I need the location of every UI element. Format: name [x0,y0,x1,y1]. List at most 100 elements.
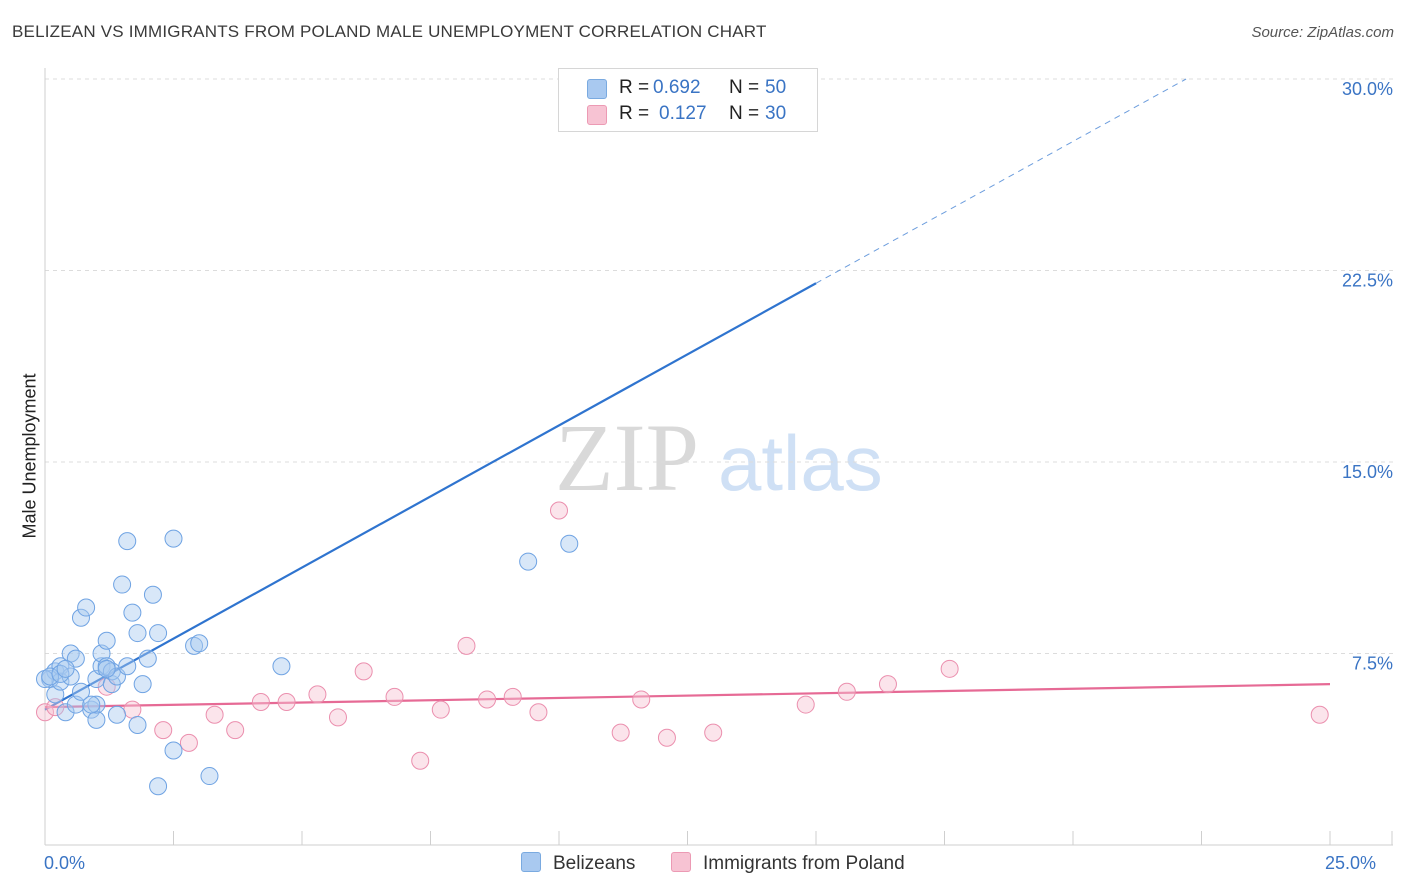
point-belizeans [190,634,209,653]
trend-lines [44,78,1331,711]
grid-lines [45,78,1393,654]
legend-n-value: 50 [765,77,787,98]
point-belizeans [87,695,106,714]
point-belizeans [164,741,183,760]
point-belizeans [97,631,116,650]
point-belizeans [123,603,142,622]
point-poland [878,675,897,694]
point-belizeans [185,636,204,655]
point-poland [179,733,198,752]
y-tick-label: 22.5% [1342,271,1393,291]
point-belizeans [51,664,70,683]
source-label: Source: ZipAtlas.com [1251,24,1394,41]
point-belizeans [71,608,90,627]
point-poland [385,687,404,706]
chart-title: BELIZEAN VS IMMIGRANTS FROM POLAND MALE … [12,22,767,41]
axes [44,68,1393,846]
point-poland [796,695,815,714]
y-tick-label: 15.0% [1342,462,1393,482]
bottom-legend-swatch-belizeans [521,852,541,872]
point-belizeans [56,659,75,678]
point-poland [611,723,630,742]
point-belizeans [272,657,291,676]
trend-line-belizeans [44,282,817,711]
point-belizeans [82,695,101,714]
watermark: ZIP atlas [555,404,883,511]
trend-line-poland [44,683,1331,709]
y-tick-labels: 7.5% 15.0% 22.5% 30.0% [1342,79,1393,674]
point-poland [123,700,142,719]
point-poland [457,636,476,655]
point-poland [478,690,497,709]
stats-legend: R = 0.692 N = 50 R = 0.127 N = 30 [558,68,818,132]
point-poland [529,703,548,722]
point-belizeans [560,534,579,553]
bottom-legend-belizeans: Belizeans [521,852,635,875]
point-poland [837,682,856,701]
point-belizeans [128,624,147,643]
point-poland [251,693,270,712]
x-tick-label-min: 0.0% [44,853,86,873]
y-tick-label: 7.5% [1352,654,1393,674]
legend-r-value: 0.692 [653,77,701,98]
point-poland [46,698,65,717]
point-poland [154,721,173,740]
point-belizeans [138,649,157,668]
point-poland [940,659,959,678]
point-belizeans [107,705,126,724]
bottom-legend-poland: Immigrants from Poland [671,852,905,875]
point-poland [328,708,347,727]
legend-n-value: 30 [765,103,787,124]
point-belizeans [118,657,137,676]
legend-n-label: N = [729,103,760,124]
point-belizeans [56,703,75,722]
x-tick-label-max: 25.0% [1325,853,1377,873]
point-poland [354,662,373,681]
y-axis-label: Male Unemployment [19,373,40,539]
legend-swatch-belizeans [587,79,607,99]
point-belizeans [118,532,137,551]
point-poland [657,728,676,747]
point-belizeans [519,552,538,571]
point-poland [1310,705,1329,724]
point-poland [503,687,522,706]
y-tick-label: 30.0% [1342,79,1393,99]
point-belizeans [82,700,101,719]
bottom-legend-label: Belizeans [553,853,636,874]
point-poland [431,700,450,719]
point-belizeans [87,710,106,729]
point-belizeans [164,529,183,548]
point-poland [704,723,723,742]
legend-r-value: 0.127 [659,103,707,124]
point-belizeans [200,767,219,786]
point-belizeans [113,575,132,594]
point-belizeans [143,585,162,604]
point-belizeans [77,598,96,617]
legend-r-label: R = [619,103,650,124]
point-belizeans [149,624,168,643]
point-poland [632,690,651,709]
point-belizeans [149,777,168,796]
point-poland [308,685,327,704]
bottom-legend-swatch-poland [671,852,691,872]
point-poland [205,705,224,724]
legend-swatch-poland [587,105,607,125]
point-belizeans [133,675,152,694]
bottom-legend-label: Immigrants from Poland [703,853,905,874]
watermark-zip: ZIP [555,404,699,511]
point-poland [36,703,54,722]
legend-r-label: R = [619,77,650,98]
legend-n-label: N = [729,77,760,98]
point-poland [411,751,430,770]
point-belizeans [128,715,147,734]
trend-extension-belizeans [815,78,1187,284]
point-poland [226,721,245,740]
data-points [36,501,1329,796]
point-belizeans [41,667,60,686]
point-belizeans [92,657,111,676]
point-poland [277,693,296,712]
watermark-atlas: atlas [718,419,883,507]
point-poland [550,501,568,520]
point-belizeans [71,682,90,701]
